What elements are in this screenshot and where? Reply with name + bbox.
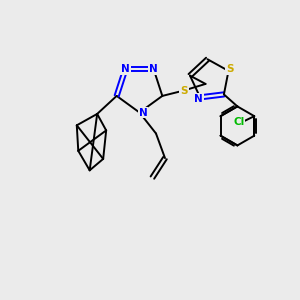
Text: S: S: [226, 64, 234, 74]
Text: N: N: [121, 64, 130, 74]
Text: N: N: [139, 107, 148, 118]
Text: Cl: Cl: [233, 117, 244, 127]
Text: N: N: [194, 94, 203, 104]
Text: S: S: [180, 85, 188, 95]
Text: N: N: [149, 64, 158, 74]
